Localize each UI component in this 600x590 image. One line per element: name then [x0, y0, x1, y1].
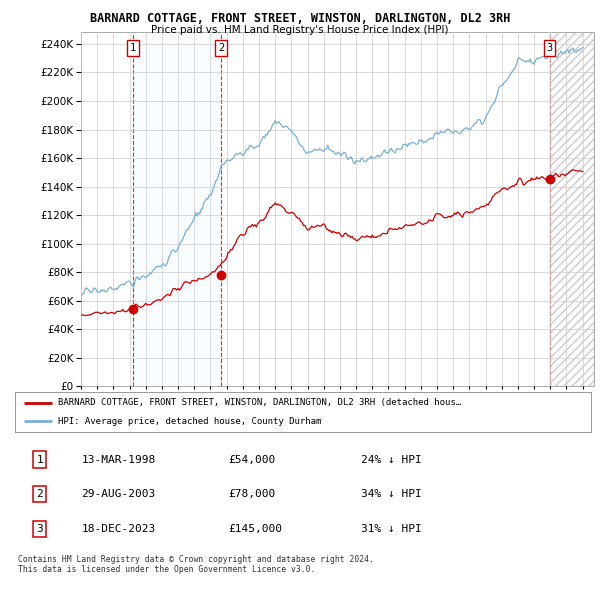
- Text: 3: 3: [37, 524, 43, 533]
- Text: £78,000: £78,000: [228, 489, 275, 499]
- Text: Contains HM Land Registry data © Crown copyright and database right 2024.
This d: Contains HM Land Registry data © Crown c…: [18, 555, 374, 574]
- Text: BARNARD COTTAGE, FRONT STREET, WINSTON, DARLINGTON, DL2 3RH: BARNARD COTTAGE, FRONT STREET, WINSTON, …: [90, 12, 510, 25]
- Text: 2: 2: [218, 43, 224, 53]
- Text: Price paid vs. HM Land Registry's House Price Index (HPI): Price paid vs. HM Land Registry's House …: [151, 25, 449, 35]
- Bar: [133, 32, 221, 386]
- Text: 13-MAR-1998: 13-MAR-1998: [81, 455, 155, 464]
- Text: 3: 3: [547, 43, 553, 53]
- Text: BARNARD COTTAGE, FRONT STREET, WINSTON, DARLINGTON, DL2 3RH (detached hous…: BARNARD COTTAGE, FRONT STREET, WINSTON, …: [58, 398, 461, 408]
- Text: £54,000: £54,000: [228, 455, 275, 464]
- Text: £145,000: £145,000: [228, 524, 282, 533]
- Text: 1: 1: [37, 455, 43, 464]
- Bar: [550, 32, 594, 386]
- Text: HPI: Average price, detached house, County Durham: HPI: Average price, detached house, Coun…: [58, 417, 322, 426]
- Text: 1: 1: [130, 43, 136, 53]
- Text: 2: 2: [37, 489, 43, 499]
- Text: 31% ↓ HPI: 31% ↓ HPI: [361, 524, 421, 533]
- Text: 24% ↓ HPI: 24% ↓ HPI: [361, 455, 421, 464]
- Text: 34% ↓ HPI: 34% ↓ HPI: [361, 489, 421, 499]
- Text: 29-AUG-2003: 29-AUG-2003: [81, 489, 155, 499]
- Text: 18-DEC-2023: 18-DEC-2023: [81, 524, 155, 533]
